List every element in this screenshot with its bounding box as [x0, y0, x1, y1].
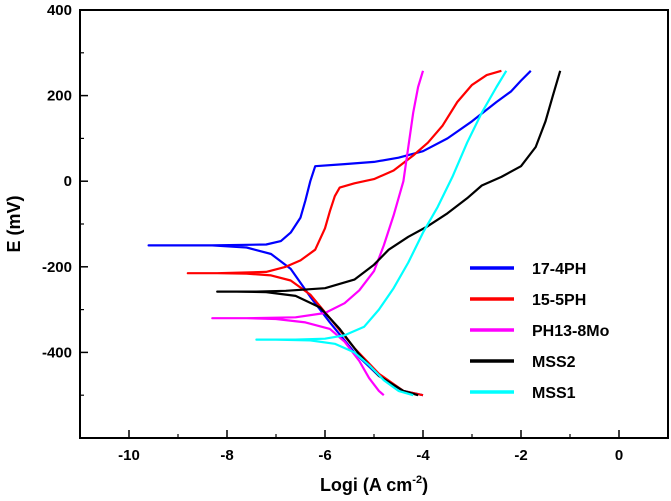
y-tick-label: -400 [42, 344, 72, 361]
x-axis: -10 -8 -6 -4 -2 0 [79, 430, 669, 464]
series-line-mss2 [216, 70, 562, 397]
x-tick-label: -8 [220, 447, 233, 464]
x-tick-label: -10 [118, 447, 140, 464]
x-tick-label: -6 [318, 447, 331, 464]
y-tick-label: -200 [42, 259, 72, 276]
legend: 17-4PH 15-5PH PH13-8Mo MSS2 MSS1 [470, 261, 610, 402]
y-axis: -400 -200 0 200 400 [42, 2, 88, 439]
y-tick-label: 0 [64, 173, 72, 190]
series-line-ph13-8mo [211, 70, 425, 397]
plot-frame [79, 9, 669, 439]
legend-label-17-4ph: 17-4PH [532, 261, 586, 278]
y-axis-title: E (mV) [4, 195, 24, 252]
legend-label-mss1: MSS1 [532, 385, 576, 402]
y-tick-label: 400 [47, 2, 72, 19]
x-tick-label: -2 [514, 447, 527, 464]
legend-label-mss2: MSS2 [532, 354, 576, 371]
legend-label-ph13-8mo: PH13-8Mo [532, 323, 610, 340]
x-axis-title: Logi (A cm-2) [320, 474, 428, 495]
series-line-15-5ph [186, 69, 502, 397]
series-line-mss1 [255, 70, 508, 397]
x-tick-label: 0 [615, 447, 623, 464]
x-tick-label: -4 [416, 447, 430, 464]
series-group [147, 69, 562, 397]
y-tick-label: 200 [47, 88, 72, 105]
legend-label-15-5ph: 15-5PH [532, 292, 586, 309]
